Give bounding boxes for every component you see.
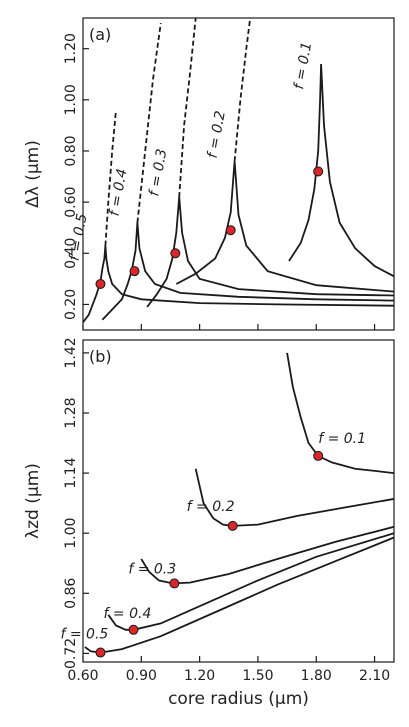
y-tick-label: 1.14 [63, 457, 79, 488]
y-tick-label: 0.60 [63, 187, 79, 218]
series-line [194, 468, 394, 527]
series-line [107, 532, 394, 631]
series-marker [227, 520, 238, 531]
series-marker [169, 578, 180, 589]
x-axis-label: core radius (μm) [168, 689, 309, 709]
series-line [286, 352, 394, 474]
y-tick-label: 1.20 [63, 33, 79, 64]
series-annotation: f = 0.5 [60, 627, 108, 643]
y-tick-label: 1.42 [63, 337, 79, 368]
x-tick-label: 0.90 [126, 668, 157, 684]
series-line [146, 196, 394, 308]
series-marker [128, 624, 139, 635]
series-dashed-line [178, 18, 197, 198]
panel-b: 0.72 0.86 1.00 1.14 1.28 1.42 0.60 0.90 1.20 1.50… [23, 337, 395, 709]
y-tick-label: 0.72 [63, 638, 79, 669]
y-tick-label: 1.00 [63, 84, 79, 115]
series-annotation: f = 0.2 [187, 499, 235, 515]
y-tick-label: 0.86 [63, 578, 79, 609]
series-annotation: f = 0.2 [205, 110, 229, 160]
series-line [84, 536, 394, 654]
series-line [101, 222, 394, 321]
x-tick-label: 1.50 [242, 668, 273, 684]
series-marker [170, 248, 181, 259]
y-tick-label: 1.28 [63, 397, 79, 428]
y-tick-label: 0.20 [63, 289, 79, 320]
series-dashed-line [233, 18, 252, 162]
x-tick-label: 2.10 [359, 668, 390, 684]
series-annotation: f = 0.1 [291, 41, 315, 91]
x-tick-label: 0.60 [67, 668, 98, 684]
y-axis-label: λzd (μm) [23, 463, 43, 539]
y-tick-label: 1.00 [63, 518, 79, 549]
x-tick-label: 1.80 [301, 668, 332, 684]
y-tick-label: 0.40 [63, 238, 79, 269]
series-annotation: f = 0.4 [107, 168, 131, 218]
series-line [83, 245, 394, 323]
series-annotation: f = 0.3 [128, 561, 176, 577]
series-marker [95, 647, 106, 658]
series-annotation: f = 0.1 [318, 431, 366, 447]
series-annotation: f = 0.5 [67, 212, 91, 262]
series-dashed-line [136, 22, 162, 223]
panel-label: (a) [89, 25, 111, 44]
series-marker [313, 166, 324, 177]
series-marker [129, 266, 140, 277]
series-annotation: f = 0.4 [104, 606, 152, 622]
series-marker [95, 278, 106, 289]
series-marker [225, 225, 236, 236]
y-tick-label: 0.80 [63, 135, 79, 166]
series-dashed-line [104, 110, 117, 246]
plot-frame [82, 339, 395, 663]
series-line [175, 161, 394, 293]
series-marker [313, 450, 324, 461]
series-line [288, 63, 394, 278]
series-line [140, 525, 394, 585]
plot-frame [82, 17, 395, 331]
x-tick-label: 1.20 [184, 668, 215, 684]
y-axis-label: Δλ (μm) [23, 140, 43, 208]
panel-label: (b) [89, 347, 112, 366]
series-annotation: f = 0.3 [146, 148, 170, 198]
panel-a: 0.20 0.40 0.60 0.80 1.00 1.20 (a) Δλ (μm) f = 0.… [23, 17, 395, 331]
